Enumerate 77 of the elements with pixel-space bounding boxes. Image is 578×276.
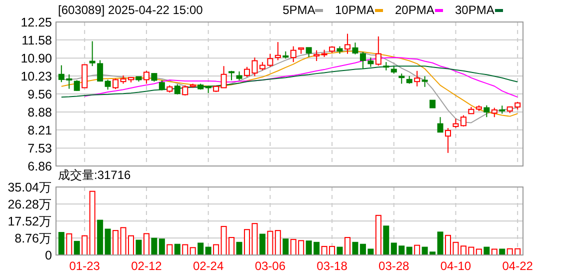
y-tick-label: 7.53 xyxy=(28,142,52,156)
bar xyxy=(174,244,180,256)
bar xyxy=(383,226,390,256)
x-tick-label: 04-10 xyxy=(440,259,472,273)
x-tick-label: 03-06 xyxy=(254,259,286,273)
bar xyxy=(190,247,196,256)
bar xyxy=(414,244,420,256)
bar xyxy=(74,240,80,256)
bar xyxy=(198,242,204,256)
bar xyxy=(151,238,158,256)
legend-label: 10PMA xyxy=(335,3,374,17)
candlestick xyxy=(174,84,180,95)
y-tick-label: 11.58 xyxy=(22,33,52,48)
candlestick xyxy=(306,47,312,58)
x-tick-label: 02-12 xyxy=(131,259,162,273)
bar xyxy=(205,246,212,256)
candlestick xyxy=(414,70,420,87)
legend-label: 30PMA xyxy=(455,3,494,17)
candlestick xyxy=(158,80,165,91)
y-tick-label: 26.28万 xyxy=(8,198,52,212)
bar xyxy=(484,246,490,256)
x-tick-label: 02-24 xyxy=(192,259,224,273)
legend-label: 5PMA xyxy=(282,3,316,17)
bar xyxy=(166,244,173,256)
bar xyxy=(97,220,104,256)
bar xyxy=(274,230,281,256)
candlestick xyxy=(352,42,358,55)
candlestick xyxy=(484,104,490,118)
candlestick xyxy=(398,73,405,84)
bar xyxy=(58,232,64,256)
y-tick-label: 35.04万 xyxy=(8,180,52,194)
bar xyxy=(182,244,188,256)
bar xyxy=(336,246,343,256)
x-tick-label: 03-18 xyxy=(316,259,348,273)
y-tick-label: 0 xyxy=(45,248,52,262)
bar xyxy=(143,233,150,256)
bar xyxy=(82,235,88,256)
y-tick-label: 8.88 xyxy=(28,106,52,120)
bar xyxy=(344,237,350,256)
y-tick-label: 9.56 xyxy=(28,87,52,102)
candlestick xyxy=(422,76,428,88)
y-tick-label: 6.86 xyxy=(28,160,52,174)
bar xyxy=(352,242,358,256)
y-tick-label: 12.25 xyxy=(20,16,52,30)
chart-title: [603089] 2025-04-22 15:00 xyxy=(58,3,204,17)
y-tick-label: 10.23 xyxy=(20,69,52,84)
bar xyxy=(104,228,111,256)
x-tick-label: 03-28 xyxy=(378,259,410,273)
bar xyxy=(136,240,142,256)
candlestick xyxy=(104,79,111,90)
candlestick xyxy=(437,116,444,133)
x-tick-label: 04-22 xyxy=(502,259,534,273)
y-tick-label: 10.90 xyxy=(20,52,52,66)
bar xyxy=(236,242,242,256)
line-series xyxy=(60,66,518,98)
candlestick xyxy=(344,33,350,54)
chart-title: 成交量:31716 xyxy=(58,168,132,182)
y-tick-label: 17.52万 xyxy=(8,214,52,228)
bar xyxy=(259,234,266,256)
bar xyxy=(213,244,220,256)
bar xyxy=(437,232,444,256)
bar xyxy=(491,248,498,256)
x-tick-label: 01-23 xyxy=(69,259,100,273)
bar xyxy=(282,238,289,256)
y-tick-label: 8.76万 xyxy=(14,232,52,246)
candlestick xyxy=(74,80,80,92)
bar xyxy=(406,246,412,256)
bar xyxy=(267,230,274,256)
legend-label: 20PMA xyxy=(395,3,434,17)
bar xyxy=(499,248,506,256)
bar xyxy=(158,238,165,256)
bar xyxy=(476,248,482,256)
y-tick-label: 8.21 xyxy=(28,123,52,138)
bar xyxy=(375,214,382,256)
bar xyxy=(89,190,96,256)
bar xyxy=(66,233,72,256)
bar xyxy=(112,230,119,256)
